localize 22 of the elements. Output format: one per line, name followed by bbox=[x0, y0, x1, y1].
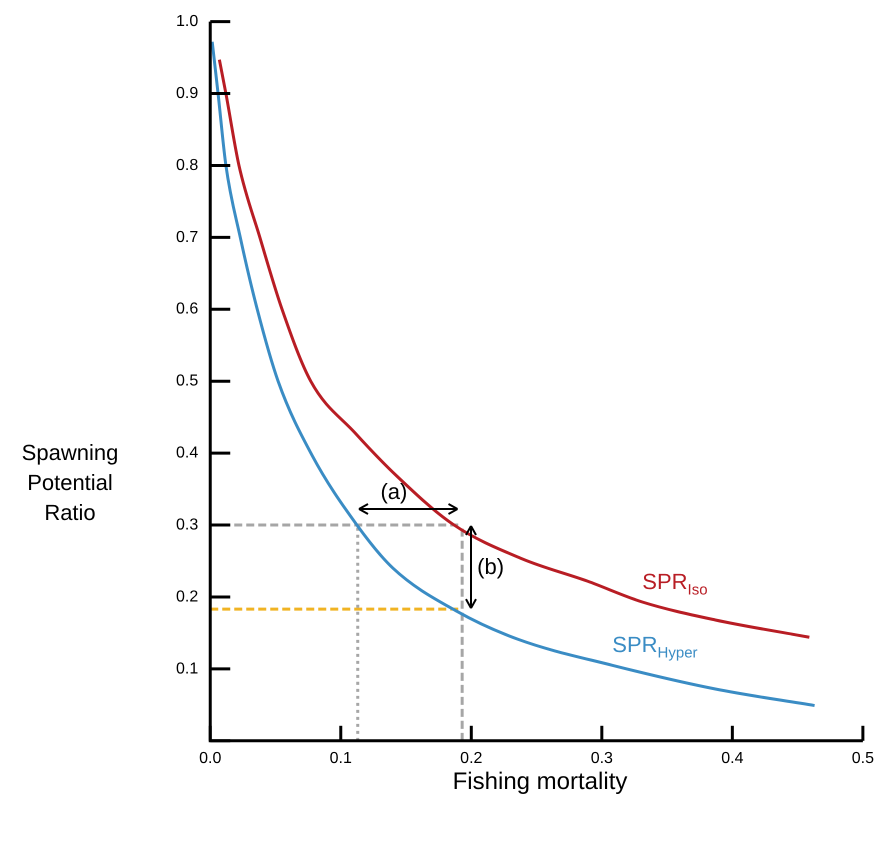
series-label: SPR$_{Hyper}$ bbox=[612, 632, 698, 662]
y-tick-label: 0.6 bbox=[176, 300, 198, 318]
y-tick-label: 0.7 bbox=[176, 228, 198, 246]
x-tick-label: 0.4 bbox=[721, 750, 744, 767]
x-tick-label: 0.5 bbox=[852, 750, 874, 767]
x-tick-label: 0.2 bbox=[460, 750, 483, 767]
y-tick-label: 0.1 bbox=[176, 660, 198, 678]
annotation: (a) bbox=[380, 479, 408, 506]
x-tick-label: 0.3 bbox=[590, 750, 614, 767]
y-tick-label: 1.0 bbox=[176, 13, 198, 30]
y-tick-label: 0.8 bbox=[176, 156, 198, 174]
x-tick-label: 0.0 bbox=[199, 750, 222, 767]
y-tick-label: 0.2 bbox=[176, 588, 198, 606]
y-tick-label: 0.4 bbox=[176, 444, 198, 462]
y-tick-label: 0.3 bbox=[176, 516, 198, 534]
series-label: SPR$_{Iso}$ bbox=[642, 568, 708, 598]
y-tick-label: 0.5 bbox=[176, 372, 198, 390]
annotation: (b) bbox=[477, 554, 504, 580]
x-axis-title: Fishing mortality bbox=[452, 768, 628, 796]
x-tick-label: 0.1 bbox=[330, 750, 352, 767]
y-axis-title: Spawning Potential Ratio bbox=[20, 439, 120, 527]
y-tick-label: 0.9 bbox=[176, 84, 198, 102]
